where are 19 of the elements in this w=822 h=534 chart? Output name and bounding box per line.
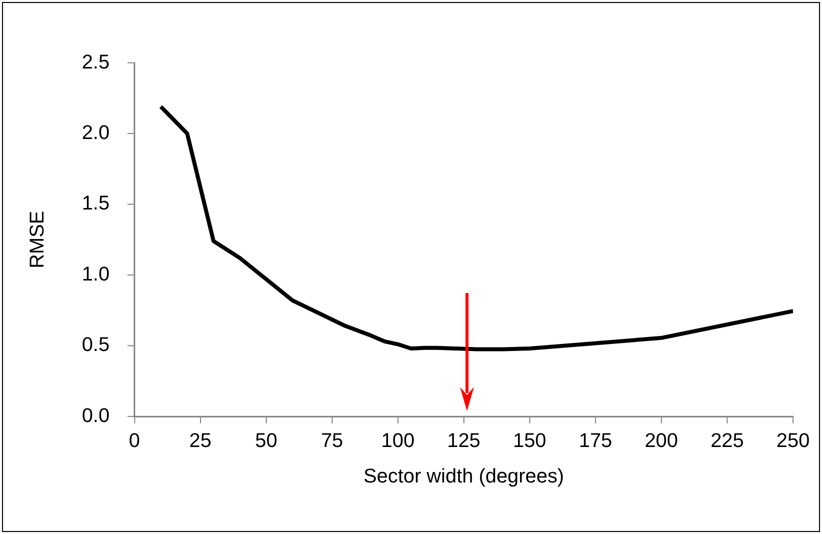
x-tick-label: 25 bbox=[189, 430, 212, 452]
x-tick-label: 250 bbox=[776, 430, 810, 452]
x-tick-label: 100 bbox=[381, 430, 415, 452]
y-tick-label: 0.0 bbox=[82, 404, 110, 427]
y-axis-title: RMSE bbox=[26, 210, 48, 268]
y-tick-label: 1.5 bbox=[82, 192, 110, 215]
x-tick-label: 125 bbox=[447, 430, 480, 452]
x-tick-label: 0 bbox=[128, 430, 140, 452]
x-tick-label: 150 bbox=[512, 430, 546, 452]
x-tick-label: 200 bbox=[644, 430, 678, 452]
y-tick-label: 2.5 bbox=[82, 51, 110, 74]
x-tick-label: 50 bbox=[255, 430, 278, 452]
y-tick-label: 0.5 bbox=[82, 334, 110, 356]
y-tick-label: 1.0 bbox=[82, 263, 110, 286]
x-tick-label: 75 bbox=[320, 430, 344, 452]
x-tick-label: 175 bbox=[578, 430, 612, 452]
x-tick-label: 225 bbox=[710, 430, 744, 452]
x-axis-title: Sector width (degrees) bbox=[363, 466, 564, 488]
y-tick-label: 2.0 bbox=[82, 122, 110, 144]
